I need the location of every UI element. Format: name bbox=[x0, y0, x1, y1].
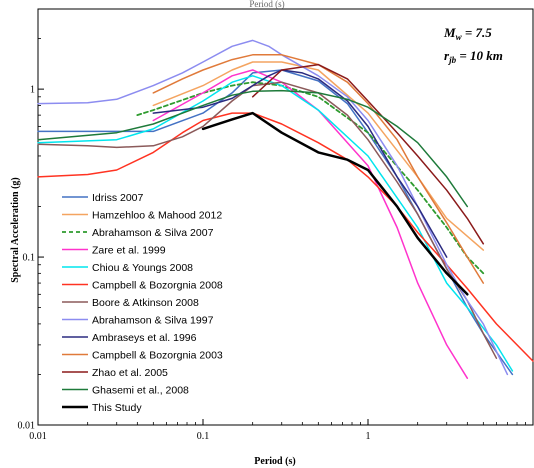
top-caption: Period (s) bbox=[249, 0, 284, 9]
legend-label: Campbell & Bozorgnia 2003 bbox=[92, 350, 223, 362]
series-lines bbox=[37, 39, 534, 379]
series-line-11 bbox=[37, 89, 469, 208]
series-line-5 bbox=[37, 112, 534, 362]
legend-label: Campbell & Bozorgnia 2008 bbox=[92, 280, 223, 292]
legend-label: Zhao et al. 2005 bbox=[92, 367, 168, 379]
series-line-4 bbox=[37, 75, 514, 372]
y-tick-label: 1 bbox=[30, 85, 35, 96]
y-tick-label: 0.1 bbox=[23, 253, 36, 264]
y-tick-label: 0.01 bbox=[18, 421, 36, 432]
legend-label: Chiou & Youngs 2008 bbox=[92, 262, 193, 274]
series-line-6 bbox=[37, 81, 498, 359]
legend-label: Boore & Atkinson 2008 bbox=[92, 297, 199, 309]
x-tick-label: 1 bbox=[366, 431, 371, 442]
legend-label: Hamzehloo & Mahood 2012 bbox=[92, 210, 222, 222]
plot-frame bbox=[37, 8, 534, 426]
annotation-distance: rjb = 10 km bbox=[444, 48, 503, 65]
plot-border bbox=[37, 8, 534, 426]
legend-label: Zare et al. 1999 bbox=[92, 245, 166, 257]
y-axis-title: Spectral Acceleration (g) bbox=[10, 177, 21, 283]
axis-ticks: 0.01 0.1 1 0.01 0.1 1 bbox=[18, 8, 526, 442]
legend-label: Idriss 2007 bbox=[92, 192, 144, 204]
legend-label: Abrahamson & Silva 1997 bbox=[92, 315, 214, 327]
magnitude-distance-annotation: Mw = 7.5 rjb = 10 km bbox=[443, 25, 503, 65]
series-line-8 bbox=[152, 69, 448, 258]
legend-label: Ambraseys et al. 1996 bbox=[92, 332, 197, 344]
legend: Idriss 2007 Hamzehloo & Mahood 2012 Abraha… bbox=[62, 192, 223, 414]
legend-label: This Study bbox=[92, 402, 142, 414]
legend-label: Abrahamson & Silva 2007 bbox=[92, 227, 214, 239]
x-axis-title: Period (s) bbox=[254, 456, 295, 467]
series-line-9 bbox=[152, 54, 485, 284]
legend-label: Ghasemi et al., 2008 bbox=[92, 385, 189, 397]
annotation-magnitude: Mw = 7.5 bbox=[443, 25, 492, 42]
series-line-12 bbox=[201, 111, 469, 296]
x-tick-label: 0.01 bbox=[29, 431, 47, 442]
series-line-0 bbox=[37, 69, 514, 376]
x-tick-label: 0.1 bbox=[197, 431, 210, 442]
